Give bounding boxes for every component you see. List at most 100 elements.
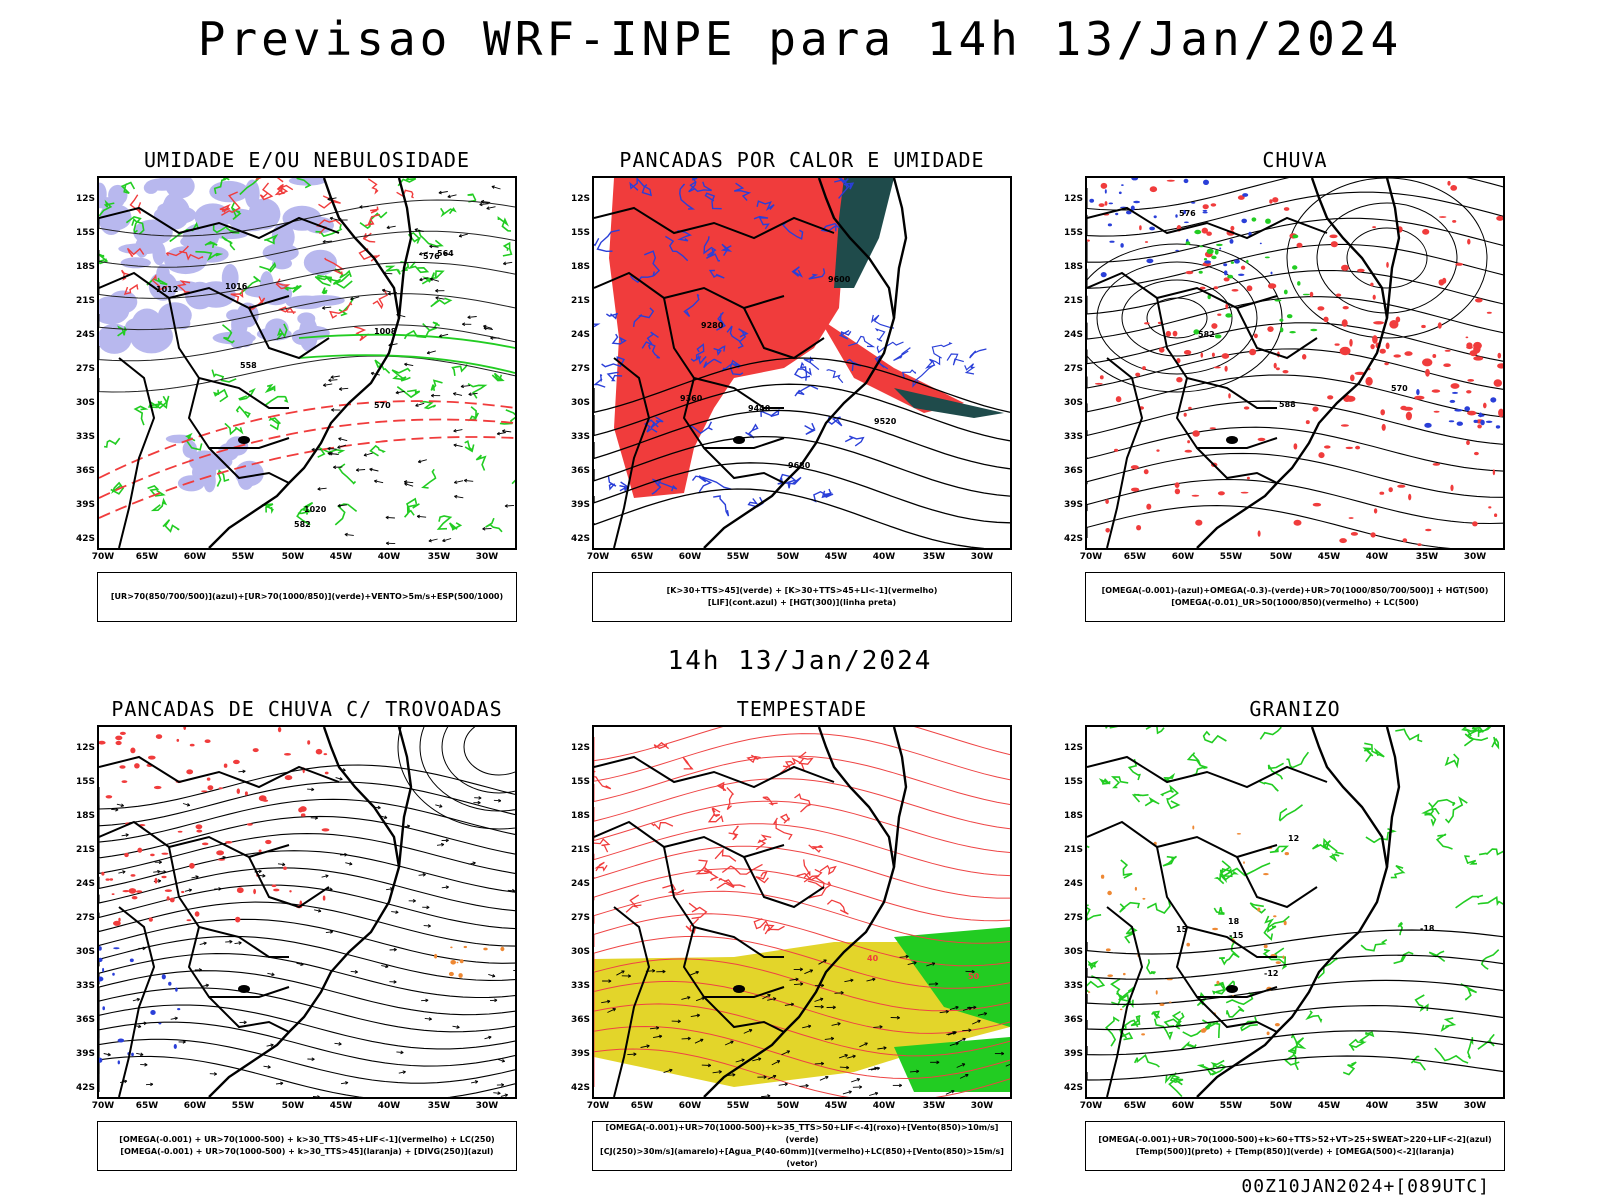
lat-tick-label: 33S bbox=[75, 432, 95, 442]
lon-tick-label: 65W bbox=[1123, 552, 1147, 562]
lat-tick-label: 21S bbox=[1063, 296, 1083, 306]
lat-tick-label: 24S bbox=[1063, 330, 1083, 340]
lat-tick-label: 18S bbox=[75, 811, 95, 821]
lat-tick-label: 36S bbox=[1063, 466, 1083, 476]
lon-tick-label: 55W bbox=[231, 552, 255, 562]
lat-tick-label: 18S bbox=[1063, 262, 1083, 272]
lat-tick-label: 12S bbox=[75, 743, 95, 753]
lon-tick-label: 50W bbox=[1269, 1101, 1293, 1111]
lon-tick-label: 65W bbox=[630, 1101, 654, 1111]
lat-tick-label: 36S bbox=[570, 1015, 590, 1025]
panel-title: TEMPESTADE bbox=[736, 697, 868, 721]
lon-tick-label: 40W bbox=[1365, 1101, 1389, 1111]
legend-line: [OMEGA(-0.01)_UR>50(1000/850)(vermelho) … bbox=[1171, 598, 1419, 607]
lon-tick-label: 45W bbox=[329, 552, 353, 562]
legend-line: [OMEGA(-0.001)+UR>70(1000-500)+k>60+TTS>… bbox=[1098, 1135, 1492, 1144]
lat-tick-label: 39S bbox=[75, 1049, 95, 1059]
lat-tick-label: 12S bbox=[75, 194, 95, 204]
lon-tick-label: 35W bbox=[922, 1101, 946, 1111]
lat-tick-label: 42S bbox=[1063, 1083, 1083, 1093]
lon-tick-label: 45W bbox=[329, 1101, 353, 1111]
legend-line: [OMEGA(-0.001) + UR>70(1000-500) + k>30_… bbox=[119, 1135, 495, 1144]
legend-line: [OMEGA(-0.001) + UR>70(1000-500) + k>30_… bbox=[120, 1147, 494, 1156]
lon-tick-label: 35W bbox=[427, 552, 451, 562]
map-plot: 40 50 bbox=[592, 725, 1012, 1099]
map-graphics: 40 50 bbox=[594, 727, 1010, 1097]
lon-tick-label: 70W bbox=[1079, 1101, 1103, 1111]
contour-label: 9360 bbox=[680, 394, 703, 403]
lon-tick-label: 50W bbox=[281, 1101, 305, 1111]
lat-tick-label: 15S bbox=[1063, 777, 1083, 787]
contour-label: 50 bbox=[968, 972, 980, 981]
legend-line: [CJ(250)>30m/s](amarelo)+[Agua_P(40-60mm… bbox=[600, 1147, 1004, 1168]
contour-label: 564 bbox=[437, 249, 454, 258]
lon-tick-label: 70W bbox=[586, 552, 610, 562]
map-plot: 1012 1016 1008 1020 576 582 570 558 564 bbox=[97, 176, 517, 550]
lat-tick-label: 36S bbox=[1063, 1015, 1083, 1025]
lon-tick-label: 35W bbox=[427, 1101, 451, 1111]
lon-tick-label: 50W bbox=[776, 1101, 800, 1111]
lon-tick-label: 45W bbox=[1317, 552, 1341, 562]
contour-label: 12 bbox=[1288, 834, 1299, 843]
lat-tick-label: 15S bbox=[1063, 228, 1083, 238]
lon-tick-label: 30W bbox=[970, 1101, 994, 1111]
lon-tick-label: 60W bbox=[183, 552, 207, 562]
map-plot: -12 -15 -18 12 15 18 bbox=[1085, 725, 1505, 1099]
panel-title: CHUVA bbox=[1262, 148, 1328, 172]
lat-tick-label: 27S bbox=[75, 364, 95, 374]
lat-tick-label: 12S bbox=[570, 743, 590, 753]
lat-tick-label: 36S bbox=[570, 466, 590, 476]
map-graphics: 1012 1016 1008 1020 576 582 570 558 564 bbox=[99, 178, 515, 548]
contour-label: 576 bbox=[423, 252, 440, 261]
lon-tick-label: 55W bbox=[1219, 552, 1243, 562]
contour-label: 9440 bbox=[748, 404, 771, 413]
lon-tick-label: 50W bbox=[776, 552, 800, 562]
lon-tick-label: 30W bbox=[970, 552, 994, 562]
contour-label: 9600 bbox=[828, 275, 851, 284]
lon-tick-label: 60W bbox=[1171, 552, 1195, 562]
lon-tick-label: 40W bbox=[872, 1101, 896, 1111]
lat-tick-label: 33S bbox=[570, 981, 590, 991]
lat-tick-label: 18S bbox=[570, 262, 590, 272]
lat-tick-label: 33S bbox=[75, 981, 95, 991]
lat-tick-label: 15S bbox=[570, 228, 590, 238]
map-graphics: 588 582 576 570 bbox=[1087, 178, 1503, 548]
map-plot: 9600 9520 9440 9360 9280 9680 bbox=[592, 176, 1012, 550]
lon-tick-label: 70W bbox=[91, 1101, 115, 1111]
lat-tick-label: 30S bbox=[1063, 398, 1083, 408]
contour-label: -15 bbox=[1229, 931, 1244, 940]
lon-tick-label: 30W bbox=[475, 552, 499, 562]
lat-tick-label: 39S bbox=[570, 500, 590, 510]
lat-tick-label: 39S bbox=[570, 1049, 590, 1059]
lon-tick-label: 55W bbox=[726, 1101, 750, 1111]
map-graphics: -12 -15 -18 12 15 18 bbox=[1087, 727, 1503, 1097]
lon-tick-label: 70W bbox=[1079, 552, 1103, 562]
lat-tick-label: 24S bbox=[570, 879, 590, 889]
lat-tick-label: 15S bbox=[75, 228, 95, 238]
run-timestamp: 00Z10JAN2024+[089UTC] bbox=[1241, 1176, 1490, 1197]
lat-tick-label: 36S bbox=[75, 466, 95, 476]
lat-tick-label: 15S bbox=[75, 777, 95, 787]
lat-tick-label: 24S bbox=[75, 879, 95, 889]
lat-tick-label: 24S bbox=[1063, 879, 1083, 889]
lat-tick-label: 27S bbox=[1063, 364, 1083, 374]
lon-tick-label: 50W bbox=[281, 552, 305, 562]
lon-tick-label: 65W bbox=[135, 552, 159, 562]
contour-label: 40 bbox=[867, 954, 879, 963]
lat-tick-label: 39S bbox=[1063, 1049, 1083, 1059]
page-subtitle: 14h 13/Jan/2024 bbox=[667, 646, 933, 676]
lat-tick-label: 15S bbox=[570, 777, 590, 787]
lat-tick-label: 27S bbox=[1063, 913, 1083, 923]
lon-tick-label: 45W bbox=[1317, 1101, 1341, 1111]
legend-line: [OMEGA(-0.001)-(azul)+OMEGA(-0.3)-(verde… bbox=[1101, 586, 1489, 595]
lat-tick-label: 30S bbox=[570, 947, 590, 957]
lat-tick-label: 18S bbox=[1063, 811, 1083, 821]
lat-tick-label: 18S bbox=[75, 262, 95, 272]
contour-label: 1020 bbox=[304, 505, 327, 514]
contour-label: 15 bbox=[1176, 925, 1188, 934]
contour-label: 570 bbox=[1391, 384, 1408, 393]
lon-tick-label: 45W bbox=[824, 1101, 848, 1111]
lon-tick-label: 30W bbox=[1463, 552, 1487, 562]
page-title: Previsao WRF-INPE para 14h 13/Jan/2024 bbox=[197, 12, 1403, 66]
contour-label: 570 bbox=[374, 401, 391, 410]
